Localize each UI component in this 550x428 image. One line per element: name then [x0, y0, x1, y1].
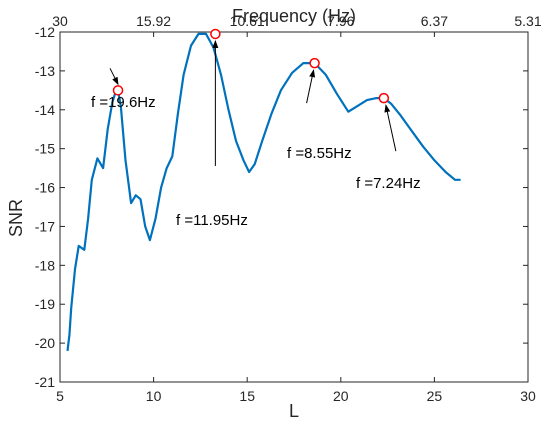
y-tick-label: -16	[35, 180, 55, 196]
peak-marker	[210, 28, 221, 40]
peak-label-4: f =7.24Hz	[356, 175, 421, 192]
plot-frame	[59, 31, 529, 383]
y-tick-label: -14	[35, 102, 55, 118]
peak-label-2: f =11.95Hz	[176, 212, 248, 229]
top-tick-label: 5.31	[514, 13, 541, 29]
y-tick-label: -15	[35, 141, 55, 157]
peak-marker	[378, 92, 390, 104]
peak-marker	[112, 85, 124, 96]
top-tick-label: 10.61	[230, 13, 265, 29]
series-layer	[66, 32, 461, 352]
top-axis-title: Frequency (Hz)	[232, 6, 356, 26]
y-tick-label: -18	[35, 257, 55, 273]
x-tick-label: 5	[56, 388, 64, 404]
peak-marker	[309, 57, 320, 69]
y-tick-label: -19	[35, 296, 55, 312]
top-tick-label: 30	[52, 13, 68, 29]
y-tick-label: -20	[35, 335, 55, 351]
top-tick-label: 7.96	[327, 13, 354, 29]
peak-arrow	[306, 69, 316, 104]
x-axis-title: L	[289, 401, 299, 421]
y-tick-label: -17	[35, 218, 55, 234]
peak-label-1: f =19.6Hz	[91, 94, 156, 111]
peak-label-3: f =8.55Hz	[287, 145, 352, 162]
y-tick-label: -12	[35, 24, 55, 40]
snr-line	[66, 32, 461, 352]
x-tick-label: 10	[146, 388, 162, 404]
x-tick-label: 15	[239, 388, 255, 404]
axes: 5 10 15 20 25 30 30 15.92 10.61 7.96 6.37 5.31 -21 -2…	[35, 13, 542, 404]
peak-arrow	[384, 104, 397, 152]
peak-arrow	[109, 68, 119, 86]
top-tick-label: 15.92	[136, 13, 171, 29]
x-tick-label: 25	[427, 388, 443, 404]
y-axis-title: SNR	[6, 199, 26, 237]
annotations: f =19.6Hz f =11.95Hz f =8.55Hz f =7.24Hz	[91, 28, 421, 229]
y-tick-label: -21	[35, 374, 55, 390]
top-tick-label: 6.37	[421, 13, 448, 29]
y-tick-label: -13	[35, 63, 55, 79]
x-tick-label: 20	[333, 388, 349, 404]
x-tick-label: 30	[520, 388, 536, 404]
